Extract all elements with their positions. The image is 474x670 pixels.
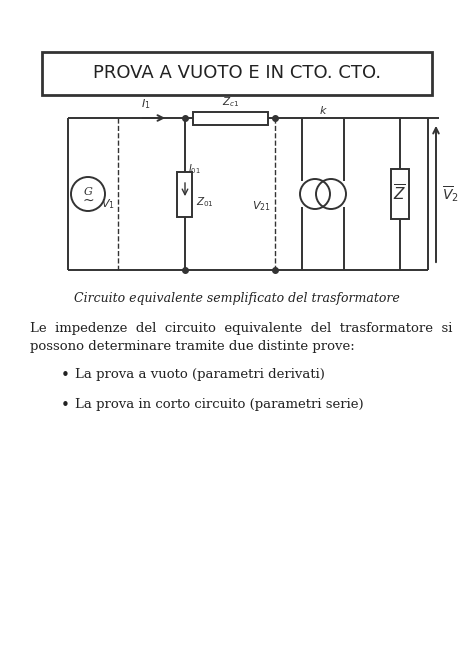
Text: $V_1$: $V_1$ <box>101 197 115 211</box>
Text: $I_1$: $I_1$ <box>141 97 151 111</box>
Text: •: • <box>61 368 69 383</box>
Text: $\overline{Z}$: $\overline{Z}$ <box>393 184 407 204</box>
Text: $I_{01}$: $I_{01}$ <box>188 162 201 176</box>
Text: •: • <box>61 398 69 413</box>
Bar <box>177 172 192 216</box>
Text: ~: ~ <box>82 194 94 208</box>
Bar <box>193 111 268 125</box>
Text: $Z_{01}$: $Z_{01}$ <box>196 195 214 209</box>
Text: $V_{21}$: $V_{21}$ <box>252 199 271 213</box>
Text: possono determinare tramite due distinte prove:: possono determinare tramite due distinte… <box>30 340 355 353</box>
Text: La prova in corto circuito (parametri serie): La prova in corto circuito (parametri se… <box>75 398 364 411</box>
Bar <box>391 169 409 219</box>
Text: Circuito equivalente semplificato del trasformatore: Circuito equivalente semplificato del tr… <box>74 292 400 305</box>
Text: $Z_{c1}$: $Z_{c1}$ <box>222 95 239 109</box>
Text: Le  impedenze  del  circuito  equivalente  del  trasformatore  si: Le impedenze del circuito equivalente de… <box>30 322 452 335</box>
Text: G: G <box>83 187 92 197</box>
Text: k: k <box>320 106 326 116</box>
Text: La prova a vuoto (parametri derivati): La prova a vuoto (parametri derivati) <box>75 368 325 381</box>
Text: $\overline{V}_2$: $\overline{V}_2$ <box>442 184 459 204</box>
Text: PROVA A VUOTO E IN CTO. CTO.: PROVA A VUOTO E IN CTO. CTO. <box>93 64 381 82</box>
